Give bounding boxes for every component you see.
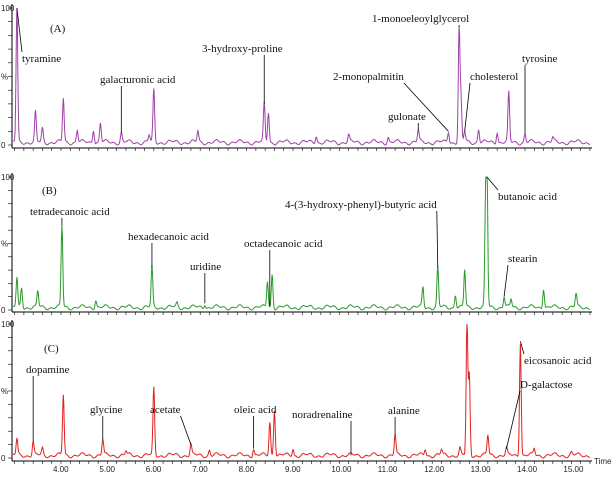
- annotation-label: uridine: [190, 261, 221, 273]
- x-tick-label: 15.00: [563, 465, 584, 474]
- x-tick-label: 4.00: [53, 465, 69, 474]
- annotation-label: 2-monopalmitin: [333, 71, 404, 83]
- annotation-label: 3-hydroxy-proline: [202, 43, 283, 55]
- x-axis-label: Time: [594, 457, 612, 466]
- y-tick-label: 0: [1, 454, 6, 463]
- x-tick-label: 6.00: [146, 465, 162, 474]
- annotation-label: butanoic acid: [498, 191, 557, 203]
- trace-line: [13, 7, 591, 146]
- annotation-leader: [436, 210, 439, 268]
- annotation-label: D-galactose: [520, 379, 573, 391]
- annotation-label: stearin: [508, 253, 538, 265]
- annotation-label: dopamine: [26, 364, 69, 376]
- y-tick-label: %: [1, 73, 8, 82]
- x-tick-label: 14.00: [517, 465, 538, 474]
- annotation-leader: [506, 390, 521, 449]
- annotation-label: alanine: [388, 405, 420, 417]
- x-tick-label: 9.00: [285, 465, 301, 474]
- annotation-label: gulonate: [388, 111, 426, 123]
- annotation-label: acetate: [150, 404, 181, 416]
- y-tick-label: %: [1, 240, 8, 249]
- x-tick-label: 10.00: [331, 465, 352, 474]
- annotation-leader: [503, 264, 509, 297]
- y-tick-label: 0: [1, 306, 6, 315]
- annotation-leader: [464, 82, 471, 132]
- panel-title: (A): [50, 23, 66, 35]
- annotation-label: noradrenaline: [292, 409, 353, 421]
- annotation-label: tyrosine: [522, 53, 558, 65]
- x-tick-label: 12.00: [424, 465, 445, 474]
- x-tick-label: 8.00: [239, 465, 255, 474]
- x-tick-label: 5.00: [99, 465, 115, 474]
- annotation-leader: [519, 341, 525, 355]
- annotation-label: octadecanoic acid: [244, 238, 323, 250]
- annotation-label: eicosanoic acid: [524, 355, 592, 367]
- y-tick-label: 100: [1, 173, 15, 182]
- x-tick-label: 13.00: [471, 465, 492, 474]
- annotation-label: hexadecanoic acid: [128, 231, 209, 243]
- annotation-label: 1-monoeleoylglycerol: [372, 13, 469, 25]
- annotation-label: 4-(3-hydroxy-phenyl)-butyric acid: [285, 199, 437, 211]
- panel-title: (C): [44, 343, 59, 355]
- panel-c: 100% 0 (C) dopamine glycine acetate oleic acid…: [1, 320, 592, 464]
- x-tick-label: 7.00: [192, 465, 208, 474]
- annotation-leader: [403, 82, 449, 132]
- panel-a: 100% 0 (A) tyramine galacturonic acid 3-hydro…: [1, 4, 592, 151]
- panel-b: 100% 0 (B) tetradecanoic acid hexadecanoic a…: [1, 173, 592, 315]
- annotation-label: tyramine: [22, 53, 61, 65]
- y-tick-label: 100: [1, 4, 15, 13]
- x-tick-label: 11.00: [378, 465, 398, 474]
- annotation-label: galacturonic acid: [100, 74, 176, 86]
- y-tick-label: %: [1, 387, 8, 396]
- annotation-label: cholesterol: [470, 71, 518, 83]
- annotation-label: tetradecanoic acid: [30, 206, 110, 218]
- panel-title: (B): [42, 185, 57, 197]
- y-tick-label: 100: [1, 320, 15, 329]
- trace-line: [13, 323, 591, 459]
- annotation-label: oleic acid: [234, 404, 277, 416]
- annotation-label: glycine: [90, 404, 122, 416]
- annotation-leader: [180, 415, 192, 445]
- annotation-leader: [16, 7, 23, 53]
- y-tick-label: 0: [1, 141, 6, 150]
- trace-line: [12, 176, 591, 311]
- annotation-leader: [486, 176, 499, 191]
